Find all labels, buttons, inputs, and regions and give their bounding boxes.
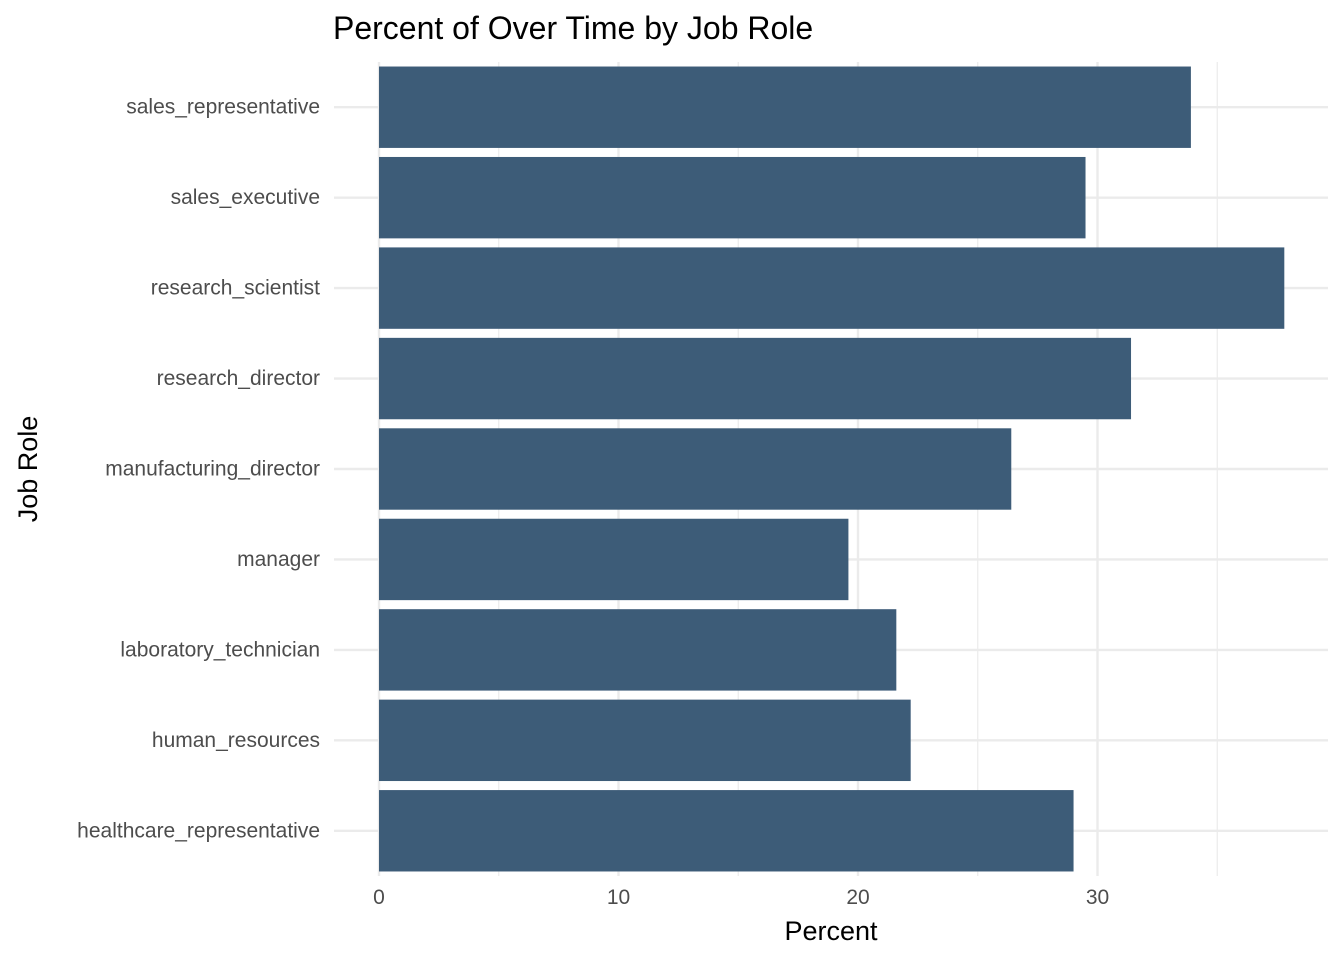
bar-research-scientist <box>379 247 1285 329</box>
y-tick-label: research_scientist <box>151 277 320 300</box>
x-tick-label: 30 <box>1086 886 1109 909</box>
bar-sales-representative <box>379 66 1191 148</box>
bar-human-resources <box>379 699 911 782</box>
y-tick-label: manufacturing_director <box>105 458 320 481</box>
y-tick-labels: healthcare_representative human_resources… <box>77 96 320 843</box>
chart-title: Percent of Over Time by Job Role <box>333 10 813 46</box>
bar-laboratory-technician <box>379 609 897 691</box>
x-tick-label: 20 <box>846 886 869 909</box>
bar-manufacturing-director <box>379 428 1012 510</box>
x-tick-label: 10 <box>607 886 630 909</box>
y-tick-label: sales_representative <box>126 96 320 119</box>
bar-healthcare-representative <box>379 790 1074 872</box>
y-tick-label: laboratory_technician <box>120 638 320 661</box>
bar-sales-executive <box>379 156 1086 239</box>
bar-research-director <box>379 337 1132 420</box>
y-tick-label: manager <box>237 548 320 571</box>
x-axis-title: Percent <box>784 916 878 946</box>
y-tick-label: sales_executive <box>171 186 320 209</box>
y-tick-label: healthcare_representative <box>77 819 320 842</box>
bar-manager <box>379 518 849 601</box>
x-tick-label: 0 <box>373 886 385 909</box>
y-tick-label: human_resources <box>152 729 320 752</box>
y-tick-label: research_director <box>157 367 320 390</box>
x-tick-labels: 0 10 20 30 <box>373 886 1109 909</box>
bar-layer <box>379 66 1285 872</box>
y-axis-title: Job Role <box>13 416 43 523</box>
